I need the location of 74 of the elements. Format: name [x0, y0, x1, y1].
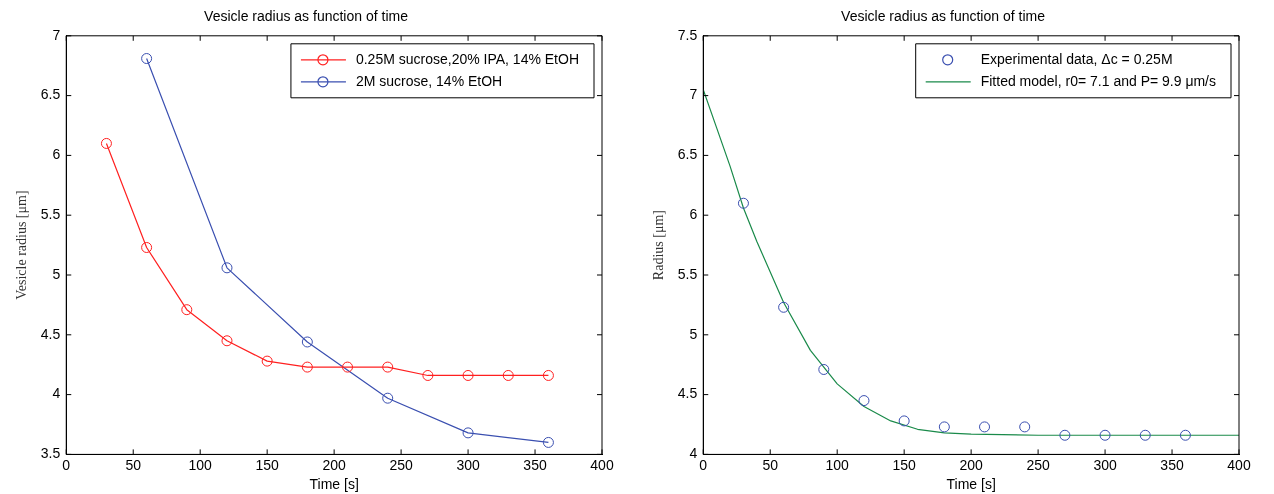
point	[542, 436, 554, 448]
y-tick-label: 3.5	[40, 445, 61, 462]
point	[261, 355, 273, 367]
point	[301, 361, 313, 373]
chart-title: Vesicle radius as function of time	[204, 8, 409, 25]
legend-label: 0.25M sucrose,20% IPA, 14% EtOH	[355, 50, 580, 67]
point	[1059, 429, 1071, 441]
y-tick-label: 7.5	[677, 26, 698, 43]
point	[818, 363, 830, 375]
point	[979, 421, 991, 433]
x-tick-label: 100	[188, 456, 213, 473]
x-tick-label: 200	[959, 456, 984, 473]
point	[181, 304, 193, 316]
x-tick-label: 150	[255, 456, 280, 473]
point	[141, 53, 153, 65]
x-tick-label: 0	[699, 456, 708, 473]
point	[141, 241, 153, 253]
y-axis-title: Radius [μm]	[651, 210, 667, 281]
x-tick-label: 250	[1026, 456, 1050, 473]
point	[858, 395, 870, 407]
x-tick-label: 350	[523, 456, 547, 473]
y-tick-label: 5.5	[677, 265, 698, 282]
point	[502, 369, 514, 381]
x-tick-label: 100	[825, 456, 850, 473]
point	[462, 369, 474, 381]
x-tick-label: 300	[1093, 456, 1117, 473]
point	[1139, 429, 1151, 441]
x-tick-label: 300	[456, 456, 480, 473]
point	[938, 421, 950, 433]
point	[422, 369, 434, 381]
x-tick-label: 400	[1227, 456, 1251, 473]
x-tick-label: 50	[762, 456, 779, 473]
point	[1099, 429, 1111, 441]
legend-label: Experimental data, Δc = 0.25M	[980, 50, 1173, 67]
y-tick-label: 6	[52, 146, 61, 163]
x-axis-title: Time [s]	[946, 476, 996, 493]
y-tick-label: 7	[689, 86, 698, 103]
legend-label: 2M sucrose, 14% EtOH	[355, 72, 503, 89]
point	[898, 415, 910, 427]
point	[382, 361, 394, 373]
x-tick-label: 350	[1160, 456, 1184, 473]
point	[1179, 429, 1191, 441]
y-axis-title: Vesicle radius [μm]	[14, 190, 30, 300]
legend-label: Fitted model, r0= 7.1 and P= 9.9 μm/s	[980, 72, 1217, 89]
x-tick-label: 0	[62, 456, 71, 473]
y-tick-label: 6.5	[40, 86, 61, 103]
y-tick-label: 5.5	[40, 206, 61, 223]
point	[462, 427, 474, 439]
y-tick-label: 5	[689, 325, 698, 342]
x-tick-label: 50	[125, 456, 142, 473]
point	[737, 197, 749, 209]
y-tick-label: 5	[52, 265, 61, 282]
point	[542, 369, 554, 381]
x-tick-label: 250	[389, 456, 413, 473]
y-tick-label: 4	[52, 385, 61, 402]
point	[301, 336, 313, 348]
x-tick-label: 200	[322, 456, 347, 473]
y-tick-label: 6	[689, 206, 698, 223]
point	[100, 137, 112, 149]
point	[778, 301, 790, 313]
point	[221, 262, 233, 274]
y-tick-label: 4	[689, 445, 698, 462]
chart-title: Vesicle radius as function of time	[841, 8, 1046, 25]
x-tick-label: 150	[892, 456, 917, 473]
x-tick-label: 400	[590, 456, 614, 473]
point	[382, 392, 394, 404]
point	[342, 361, 354, 373]
x-axis-title: Time [s]	[309, 476, 359, 493]
y-tick-label: 4.5	[677, 385, 698, 402]
point	[1019, 421, 1031, 433]
y-tick-label: 7	[52, 26, 61, 43]
y-tick-label: 6.5	[677, 146, 698, 163]
y-tick-label: 4.5	[40, 325, 61, 342]
point	[221, 335, 233, 347]
